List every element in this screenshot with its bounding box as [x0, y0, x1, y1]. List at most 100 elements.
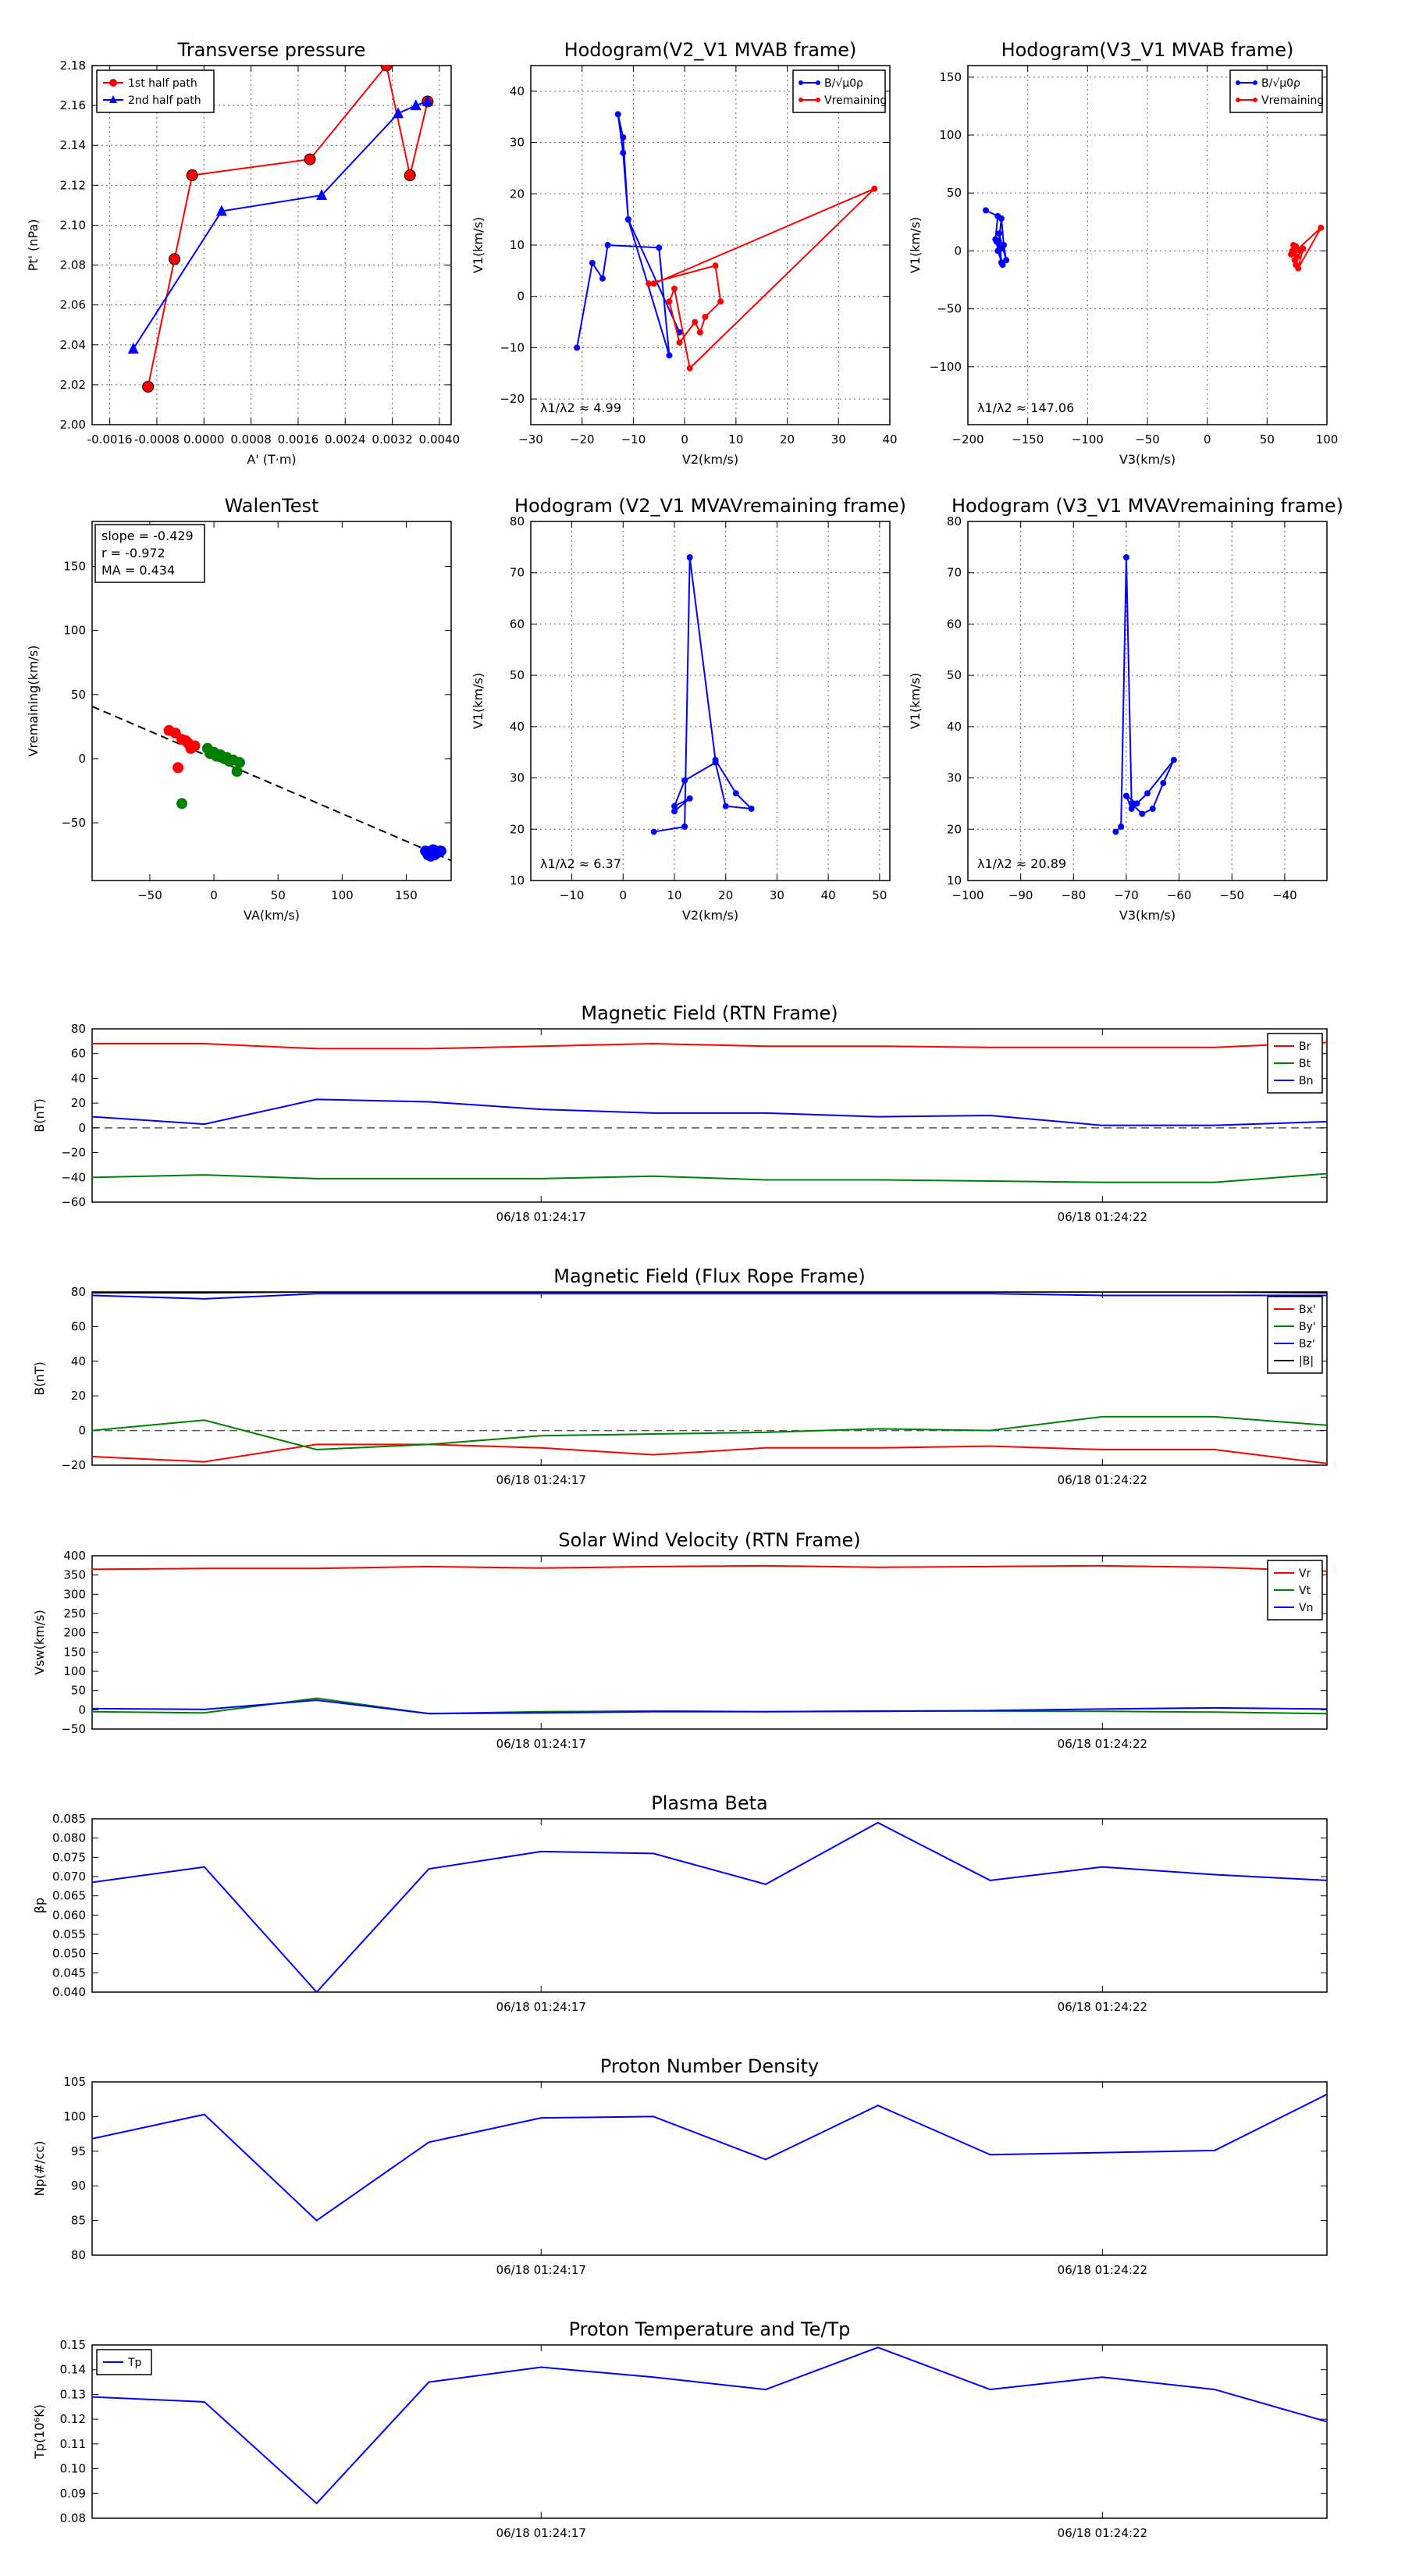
y-tick-label: 2.18 — [60, 59, 86, 73]
y-tick-label: 60 — [510, 617, 525, 631]
eigenvalue-ratio-label: λ1/λ2 ≈ 4.99 — [540, 400, 621, 415]
x-tick-label: 06/18 01:24:17 — [496, 2526, 586, 2540]
y-tick-label: −50 — [61, 816, 86, 830]
y-axis-label: B(nT) — [32, 1098, 47, 1132]
y-tick-label: 70 — [947, 566, 962, 580]
y-tick-label: 0.060 — [52, 1908, 86, 1922]
x-tick-label: −20 — [570, 432, 595, 447]
legend: Tp — [96, 2349, 152, 2375]
series-line-Bx' — [92, 1443, 1327, 1464]
y-tick-label: 85 — [71, 2214, 86, 2228]
y-tick-label: 0.11 — [60, 2437, 86, 2451]
y-tick-label: 50 — [947, 186, 962, 200]
solar-wind-chart: Solar Wind Velocity (RTN Frame) 06/18 01:… — [32, 1529, 1328, 1751]
y-tick-label: −20 — [61, 1146, 86, 1160]
y-tick-label: 0.08 — [60, 2511, 86, 2525]
series-line-Vr — [92, 1564, 1327, 1572]
x-tick-label: 40 — [882, 432, 897, 447]
data-point — [393, 107, 404, 119]
data-point — [1128, 806, 1135, 812]
data-point — [620, 149, 627, 156]
legend-frame — [96, 2349, 152, 2375]
plot-frame — [530, 521, 891, 881]
data-point — [1118, 824, 1125, 830]
y-tick-label: 250 — [63, 1606, 86, 1621]
y-axis-label: Np(#/cc) — [32, 2141, 47, 2197]
data-point — [169, 253, 181, 265]
data-point — [696, 329, 703, 336]
y-tick-label: 0.14 — [60, 2363, 86, 2377]
y-tick-label: 0.15 — [60, 2338, 86, 2352]
legend-frame — [792, 69, 886, 113]
data-point — [656, 244, 663, 251]
data-point — [1128, 800, 1135, 807]
y-tick-label: 0.050 — [52, 1947, 86, 1961]
x-tick-label: 06/18 01:24:22 — [1058, 2526, 1147, 2540]
data-point — [1112, 828, 1119, 835]
data-layer — [1112, 554, 1177, 835]
proton-density-chart: Proton Number Density 06/18 01:24:17 06/18… — [32, 2055, 1328, 2277]
data-point — [717, 298, 724, 305]
stats-line: r = -0.972 — [101, 546, 165, 560]
chart-title: Plasma Beta — [651, 1792, 767, 1814]
data-point — [316, 189, 328, 201]
x-tick-label: 0.0008 — [230, 432, 272, 447]
y-axis-label: βp — [32, 1898, 47, 1913]
eigenvalue-ratio-label: λ1/λ2 ≈ 147.06 — [977, 400, 1074, 415]
data-point — [702, 314, 709, 320]
data-point — [1170, 756, 1177, 763]
data-point — [1144, 790, 1151, 797]
y-tick-label: 150 — [939, 70, 962, 84]
legend-marker — [1253, 98, 1257, 102]
series-line-|B| — [92, 1292, 1327, 1294]
legend-label: Bx' — [1299, 1304, 1316, 1316]
data-point — [1295, 265, 1302, 272]
data-point — [732, 790, 739, 797]
x-tick-label: 0 — [620, 888, 628, 902]
data-point — [999, 262, 1006, 269]
plot-frame — [91, 521, 452, 881]
y-tick-label: 30 — [510, 136, 525, 150]
scatter-point — [180, 735, 191, 746]
data-point — [712, 262, 719, 269]
chart-title: Proton Temperature and Te/Tp — [569, 2318, 851, 2340]
x-tick-label: −40 — [1272, 888, 1297, 902]
chart-title: Proton Number Density — [600, 2055, 819, 2077]
x-tick-label: 06/18 01:24:17 — [496, 1210, 586, 1224]
y-tick-label: 0 — [78, 1121, 86, 1135]
data-point — [722, 802, 729, 809]
y-tick-label: 0 — [954, 244, 962, 258]
data-point — [1122, 792, 1129, 799]
x-tick-label: −80 — [1061, 888, 1086, 902]
legend-label: By' — [1299, 1321, 1316, 1333]
x-tick-label: 06/18 01:24:22 — [1058, 1737, 1147, 1751]
x-tick-label: 0 — [1204, 432, 1211, 447]
data-point — [671, 808, 678, 815]
y-tick-label: 400 — [63, 1549, 86, 1563]
legend: Br Bt Bn — [1267, 1033, 1323, 1094]
x-axis-label: V2(km/s) — [682, 908, 738, 923]
y-tick-label: 60 — [71, 1047, 86, 1061]
legend-label: Vt — [1299, 1585, 1311, 1597]
data-point — [871, 185, 878, 192]
x-tick-label: −100 — [951, 888, 984, 902]
y-tick-label: 20 — [71, 1096, 86, 1110]
y-tick-label: 40 — [947, 720, 962, 734]
data-layer — [983, 207, 1325, 272]
plot-frame — [91, 2344, 1328, 2519]
data-layer — [92, 1564, 1327, 1715]
data-point — [1122, 554, 1129, 560]
mag-fluxrope-chart: Magnetic Field (Flux Rope Frame) 06/18 01… — [32, 1265, 1328, 1487]
x-tick-label: −30 — [518, 432, 543, 447]
y-tick-label: 80 — [71, 2248, 86, 2262]
scatter-point — [422, 849, 434, 861]
data-layer — [92, 1821, 1327, 1992]
y-tick-label: 70 — [510, 566, 525, 580]
data-point — [380, 66, 393, 72]
data-layer — [92, 2347, 1327, 2505]
data-point — [599, 275, 606, 282]
data-layer — [92, 2094, 1327, 2222]
series-line-Tp — [92, 2347, 1327, 2505]
y-tick-label: 0.13 — [60, 2387, 86, 2401]
